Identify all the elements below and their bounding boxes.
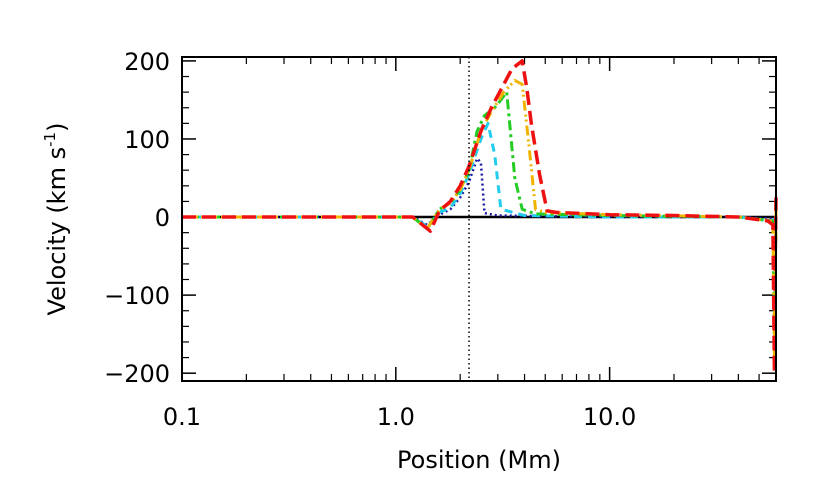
y-axis-title-superscript: -1 bbox=[41, 132, 59, 147]
tick-marks bbox=[181, 57, 777, 381]
plot-frame bbox=[181, 56, 777, 382]
x-tick-label: 10.0 bbox=[583, 403, 636, 431]
y-axis-title-main: Velocity (km s bbox=[43, 147, 71, 316]
series-line-4 bbox=[182, 78, 778, 360]
x-tick-label: 1.0 bbox=[377, 403, 415, 431]
series-line-3 bbox=[182, 90, 778, 336]
x-axis-title: Position (Mm) bbox=[397, 446, 561, 474]
y-axis-title-close: ) bbox=[43, 123, 71, 132]
y-tick-label: 100 bbox=[124, 126, 170, 154]
y-tick-label: 0 bbox=[155, 204, 170, 232]
y-tick-label: −200 bbox=[104, 360, 170, 388]
y-tick-label: 200 bbox=[124, 48, 170, 76]
series-lines bbox=[182, 59, 778, 375]
tick-labels: 0.1 1.0 10.0 200 100 0 −100 −200 bbox=[104, 48, 636, 431]
x-tick-label: 0.1 bbox=[163, 403, 201, 431]
series-line-5 bbox=[182, 59, 778, 375]
y-axis-title: Velocity (km s-1) bbox=[41, 123, 71, 316]
y-tick-label: −100 bbox=[104, 282, 170, 310]
